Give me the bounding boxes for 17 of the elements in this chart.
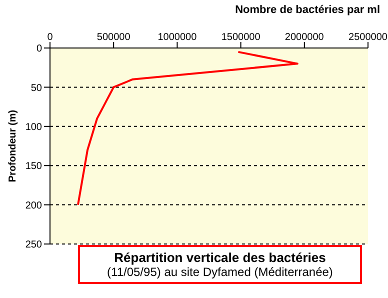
- x-tick-label: 1000000: [158, 32, 198, 43]
- y-tick-label: 0: [36, 44, 42, 55]
- y-tick-label: 200: [25, 200, 42, 212]
- x-tick-label: 500000: [96, 32, 131, 43]
- y-tick-label: 150: [25, 161, 42, 172]
- y-tick-label: 100: [25, 122, 42, 133]
- x-tick-label: 2500000: [348, 32, 388, 43]
- line-series: [76, 50, 298, 206]
- y-tick-label: 250: [25, 240, 42, 251]
- x-tick-label: 0: [47, 32, 54, 43]
- y-axis-title: Profondeur (m): [8, 110, 19, 182]
- y-tick-label: 50: [30, 82, 42, 94]
- text: (11/05/95) au site Dyfamed (Méditerranée): [106, 265, 334, 279]
- text: Répartition verticale des bactéries: [113, 250, 327, 265]
- x-tick-label: 1500000: [221, 32, 261, 43]
- x-axis-title: Nombre de bactéries par ml: [235, 4, 380, 16]
- x-tick-label: 2000000: [284, 32, 324, 43]
